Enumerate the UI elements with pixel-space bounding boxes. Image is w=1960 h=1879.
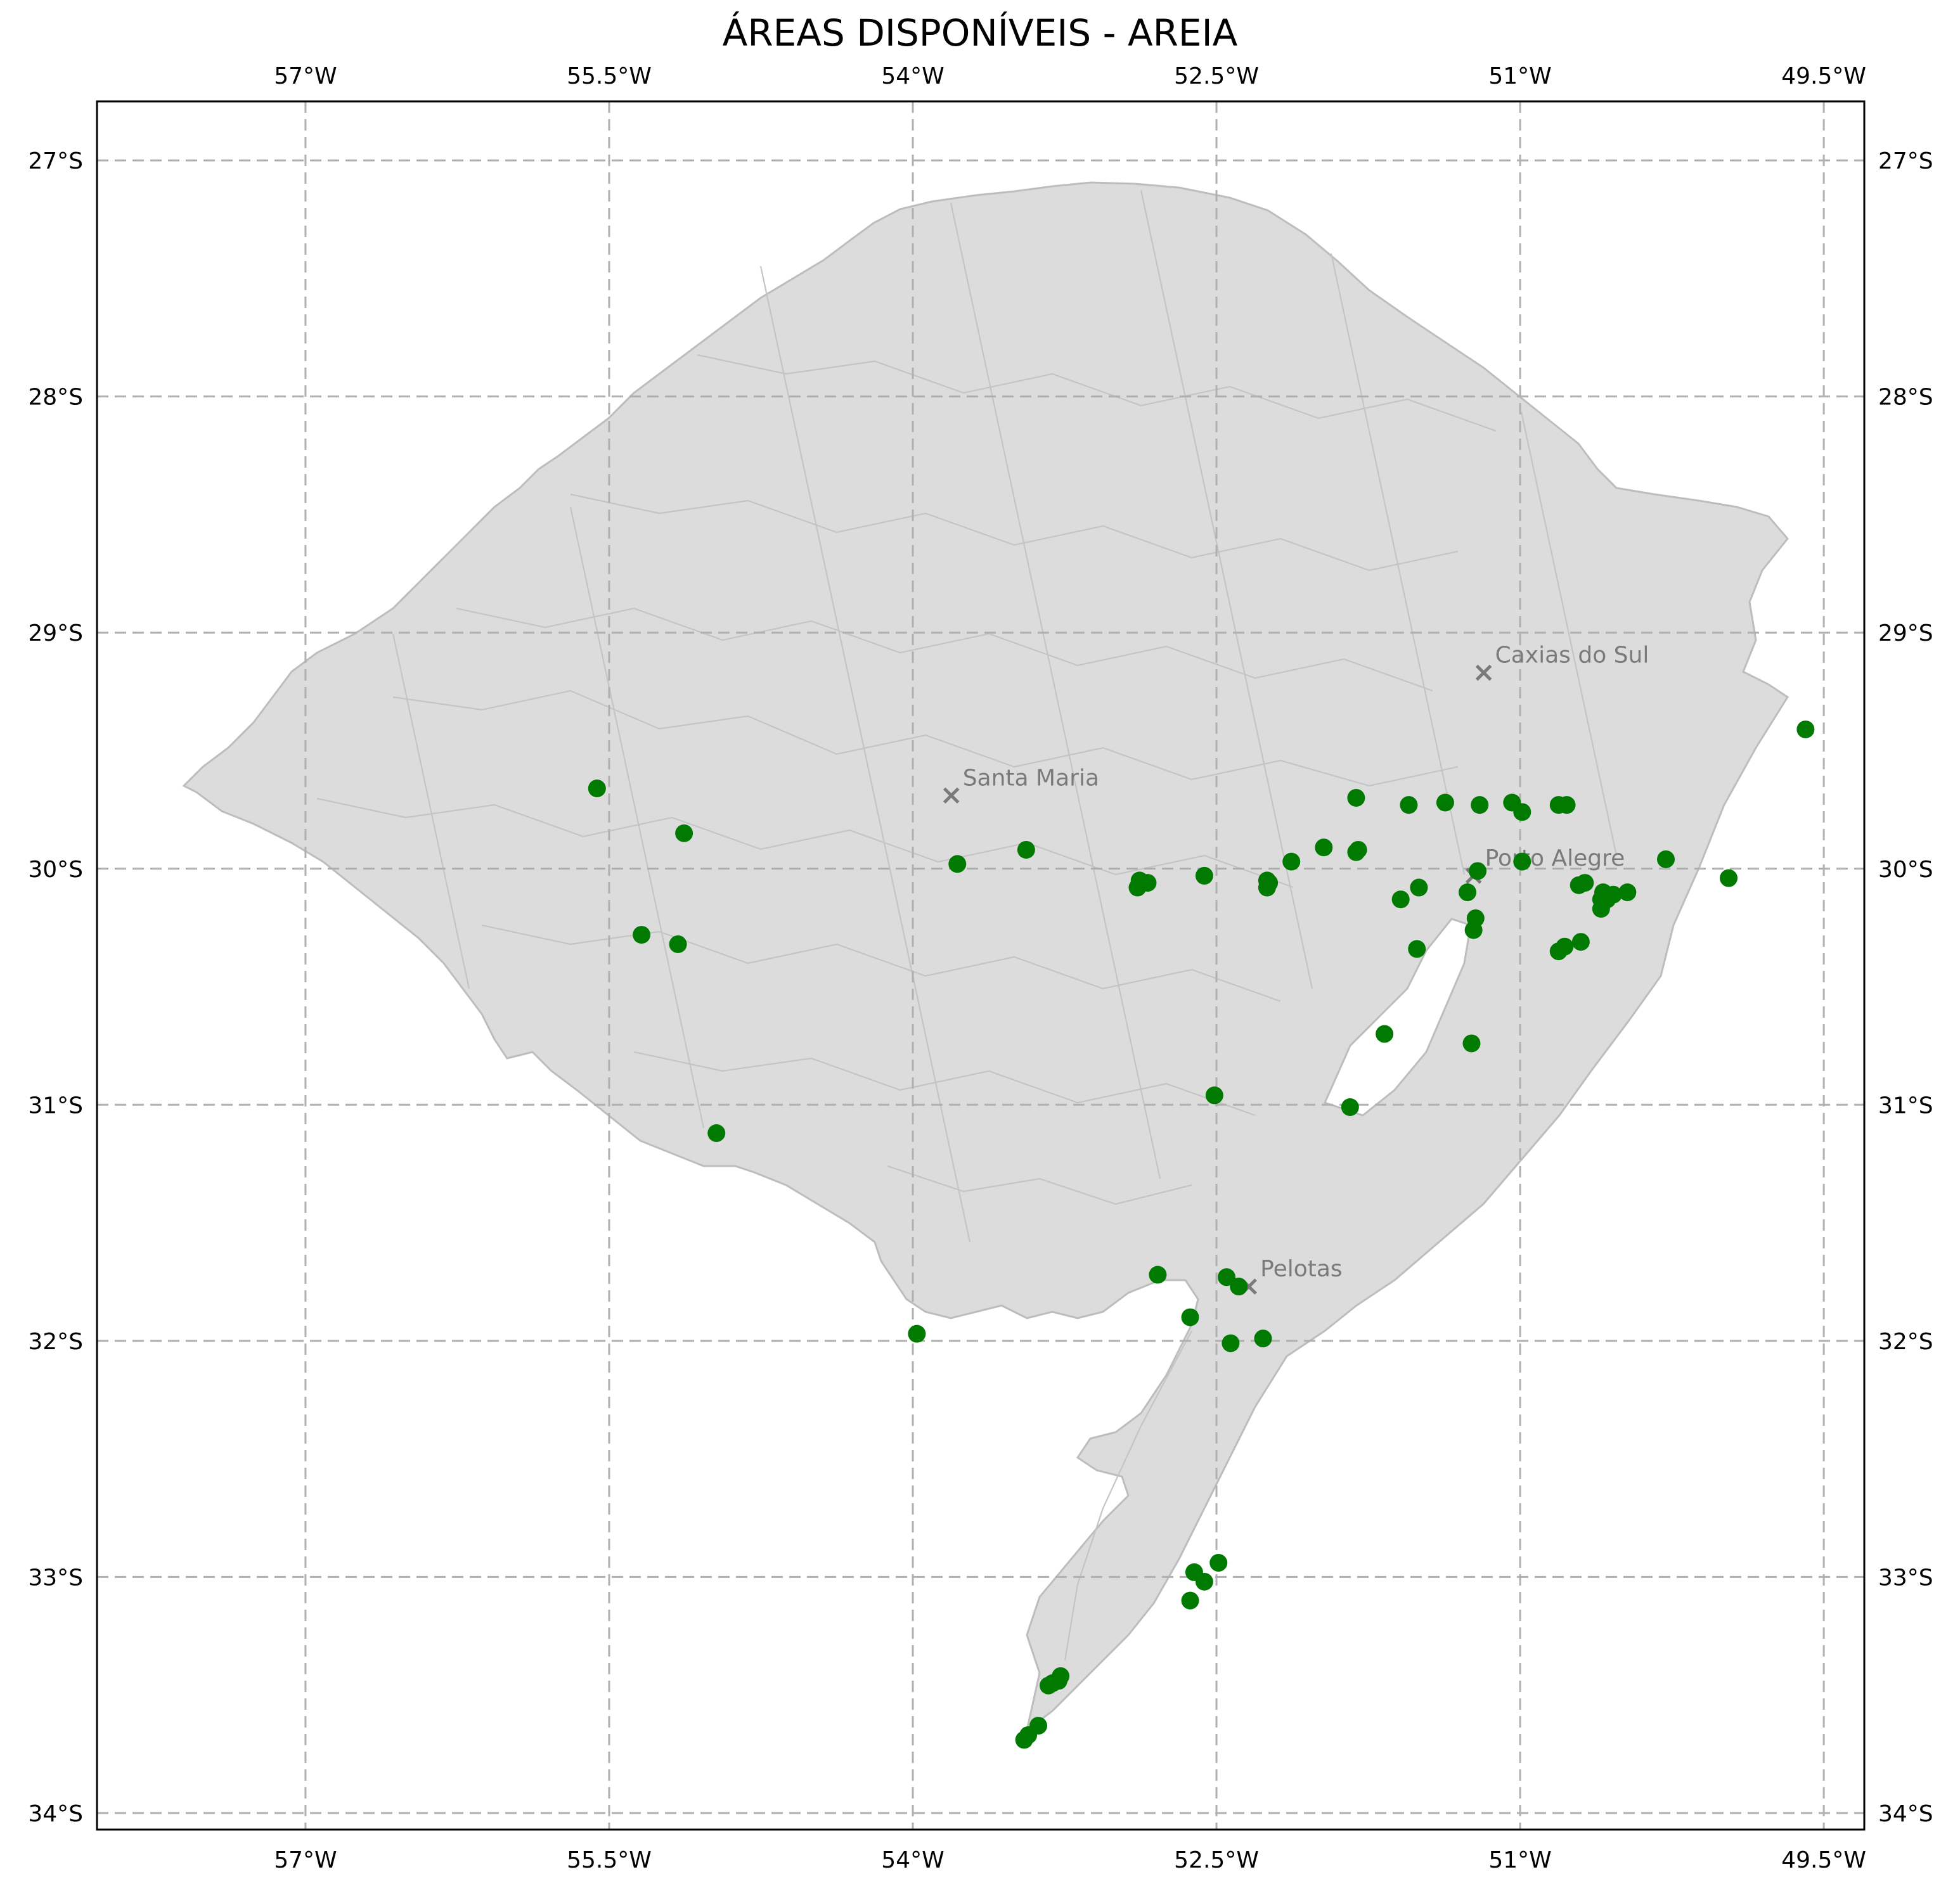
sand-area-point (588, 779, 606, 798)
sand-area-point (1315, 838, 1333, 857)
sand-area-point (1376, 1025, 1394, 1043)
axis-ticks: 57°W 57°W 55.5°W 55.5°W 54°W 54°W 52.5°W 52.5°W… (28, 63, 1933, 1873)
top-lon-tick-label: 51°W (1488, 63, 1551, 89)
right-lat-tick-label: 32°S (1878, 1329, 1933, 1355)
bottom-lon-tick-label: 57°W (274, 1847, 337, 1873)
bottom-lon-tick-label: 51°W (1488, 1847, 1551, 1873)
sand-area-point (1195, 1572, 1213, 1591)
sand-area-point (1230, 1278, 1248, 1296)
cross-icon (1475, 664, 1492, 681)
sand-area-point (669, 935, 687, 953)
sand-area-point (1222, 1334, 1240, 1352)
sand-area-point (1341, 1098, 1359, 1117)
sand-area-point (1205, 1086, 1223, 1105)
sand-area-point (1218, 1268, 1236, 1286)
sand-area-point (707, 1124, 726, 1143)
map-title: ÁREAS DISPONÍVEIS - AREIA (723, 11, 1238, 55)
sand-area-point (1015, 1731, 1033, 1749)
graticule (97, 101, 1864, 1830)
city-label: Porto Alegre (1485, 845, 1625, 871)
sand-area-point (1410, 878, 1428, 897)
right-lat-tick-label: 33°S (1878, 1565, 1933, 1591)
city-label: Caxias do Sul (1495, 643, 1649, 669)
city-marker: Santa Maria (943, 765, 1099, 804)
right-lat-tick-label: 30°S (1878, 857, 1933, 883)
right-lat-tick-label: 34°S (1878, 1801, 1933, 1827)
sand-area-point (1181, 1308, 1199, 1326)
top-lon-tick-label: 55.5°W (567, 63, 652, 89)
left-lat-tick-label: 29°S (28, 620, 83, 646)
sand-area-point (1576, 874, 1594, 892)
sand-area-point (1282, 852, 1301, 871)
right-lat-tick-label: 29°S (1878, 620, 1933, 646)
sand-area-point (1618, 883, 1637, 902)
sand-area-point (1209, 1554, 1228, 1572)
top-lon-tick-label: 49.5°W (1781, 63, 1866, 89)
sand-area-point (1471, 796, 1489, 814)
city-label: Pelotas (1260, 1256, 1343, 1282)
sand-area-point (1571, 933, 1590, 951)
sand-area-point (1556, 937, 1574, 956)
sand-area-point (1391, 890, 1410, 909)
bottom-lon-tick-label: 54°W (881, 1847, 944, 1873)
sand-area-point (1254, 1330, 1272, 1348)
map-frame (96, 100, 1866, 1831)
city-marker: Porto Alegre (1465, 845, 1625, 884)
right-lat-tick-label: 28°S (1878, 385, 1933, 411)
sand-area-point (1796, 720, 1815, 738)
city-markers: Caxias do Sul Santa Maria Porto Alegre Pelo… (943, 643, 1649, 1295)
sand-area-point (1513, 803, 1531, 821)
sand-area-point (1464, 921, 1483, 939)
state-landmass (182, 181, 1789, 1733)
sand-area-point (1149, 1266, 1167, 1284)
top-lon-tick-label: 54°W (881, 63, 944, 89)
right-lat-tick-label: 31°S (1878, 1093, 1933, 1119)
bottom-lon-tick-label: 52.5°W (1174, 1847, 1259, 1873)
sand-area-point (1195, 866, 1213, 885)
sand-area-point (1592, 900, 1610, 918)
sand-area-point (1657, 850, 1675, 868)
top-lon-tick-label: 52.5°W (1174, 63, 1259, 89)
sand-area-point (1400, 796, 1418, 814)
left-lat-tick-label: 32°S (28, 1329, 83, 1355)
sand-area-point (1462, 1034, 1481, 1053)
sand-area-point (1469, 862, 1487, 880)
sand-area-point (1017, 840, 1035, 859)
sand-area-point (1039, 1676, 1057, 1695)
sand-area-point (1138, 874, 1157, 892)
left-lat-tick-label: 27°S (28, 148, 83, 174)
bottom-lon-tick-label: 55.5°W (567, 1847, 652, 1873)
sand-area-point (1408, 940, 1426, 958)
sand-area-point (633, 926, 651, 944)
left-lat-tick-label: 30°S (28, 857, 83, 883)
top-lon-tick-label: 57°W (274, 63, 337, 89)
sand-area-point (908, 1324, 926, 1343)
city-marker: Caxias do Sul (1475, 643, 1649, 681)
bottom-lon-tick-label: 49.5°W (1781, 1847, 1866, 1873)
sand-area-point (1436, 793, 1454, 812)
right-lat-tick-label: 27°S (1878, 148, 1933, 174)
left-lat-tick-label: 33°S (28, 1565, 83, 1591)
sand-area-point (1349, 840, 1367, 859)
cross-icon (943, 787, 960, 804)
sand-area-point (1513, 852, 1531, 871)
sand-area-point (1181, 1591, 1199, 1610)
sand-area-point (1557, 796, 1576, 814)
city-label: Santa Maria (963, 765, 1099, 791)
sand-area-points (588, 720, 1815, 1749)
sand-area-point (1720, 869, 1738, 887)
sand-area-point (1260, 874, 1279, 892)
sand-area-point (675, 824, 693, 842)
left-lat-tick-label: 34°S (28, 1801, 83, 1827)
sand-area-point (948, 855, 967, 873)
left-lat-tick-label: 31°S (28, 1093, 83, 1119)
left-lat-tick-label: 28°S (28, 385, 83, 411)
sand-area-point (1459, 883, 1477, 902)
city-marker: Pelotas (1241, 1256, 1343, 1295)
sand-area-point (1347, 788, 1365, 807)
